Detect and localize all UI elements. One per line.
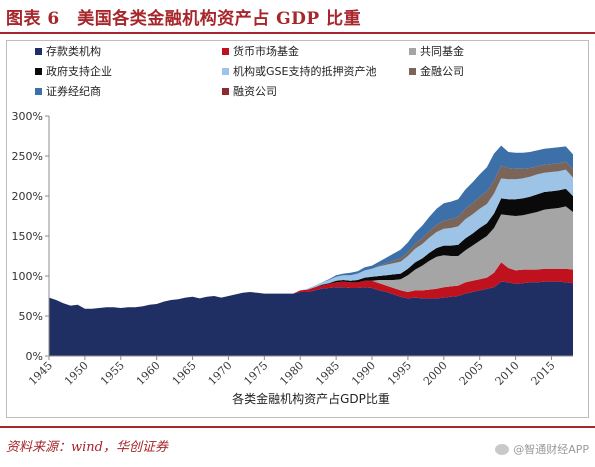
x-tick-label: 1980 [277,359,306,388]
series-area [49,188,573,309]
x-axis-label: 各类金融机构资产占GDP比重 [232,391,390,406]
x-tick-label: 1965 [170,359,199,388]
x-tick-label: 1945 [26,359,55,388]
title-bar: 图表 6 美国各类金融机构资产占 GDP 比重 [0,0,595,34]
y-tick-label: 200% [12,190,43,203]
y-tick-label: 300% [12,110,43,123]
x-tick-label: 1955 [98,359,127,388]
legend-swatch [222,68,229,75]
x-tick-label: 1990 [349,359,378,388]
x-tick-label: 2010 [493,359,522,388]
legend-label: 存款类机构 [46,44,101,58]
x-tick-label: 1975 [241,359,270,388]
x-tick-label: 1970 [206,359,235,388]
x-tick-label: 1995 [385,359,414,388]
legend-label: 融资公司 [233,85,277,98]
figure-title: 图表 6 美国各类金融机构资产占 GDP 比重 [6,8,362,29]
series-area [49,169,573,309]
source-note: 资料来源：wind，华创证券 [6,440,168,455]
y-tick-label: 150% [12,230,43,243]
legend-label: 货币市场基金 [233,44,299,58]
x-tick-label: 1985 [313,359,342,388]
y-tick-label: 250% [12,150,43,163]
watermark-text: @智通财经APP [513,443,589,456]
x-tick-label: 1960 [134,359,163,388]
legend-swatch [35,68,42,75]
legend-label: 共同基金 [420,44,464,58]
series-area [49,161,573,309]
chart-frame: 存款类机构 货币市场基金 共同基金政府支持企业 机构或GSE支持的抵押资产池 金融公司证… [6,40,589,418]
series-area [49,262,573,309]
y-tick-label: 100% [12,270,43,283]
legend-swatch [409,48,416,55]
legend-label: 证券经纪商 [46,84,101,98]
series-area [49,281,573,356]
x-tick-label: 2000 [421,359,450,388]
legend-swatch [409,68,416,75]
series-area [49,145,573,309]
legend-label: 金融公司 [420,64,464,78]
legend-swatch [35,88,42,95]
legend-swatch [222,88,229,95]
series-area [49,206,573,309]
y-tick-label: 50% [19,310,43,323]
footer-divider [0,426,595,428]
x-tick-label: 2005 [457,359,486,388]
legend-swatch [222,48,229,55]
y-tick-label: 0% [26,350,43,363]
legend-label: 机构或GSE支持的抵押资产池 [233,64,376,78]
x-tick-label: 1950 [62,359,91,388]
x-tick-label: 2015 [529,359,558,388]
legend-label: 政府支持企业 [46,64,112,78]
watermark: @智通财经APP [495,441,589,457]
legend-swatch [35,48,42,55]
wechat-icon [495,443,510,455]
